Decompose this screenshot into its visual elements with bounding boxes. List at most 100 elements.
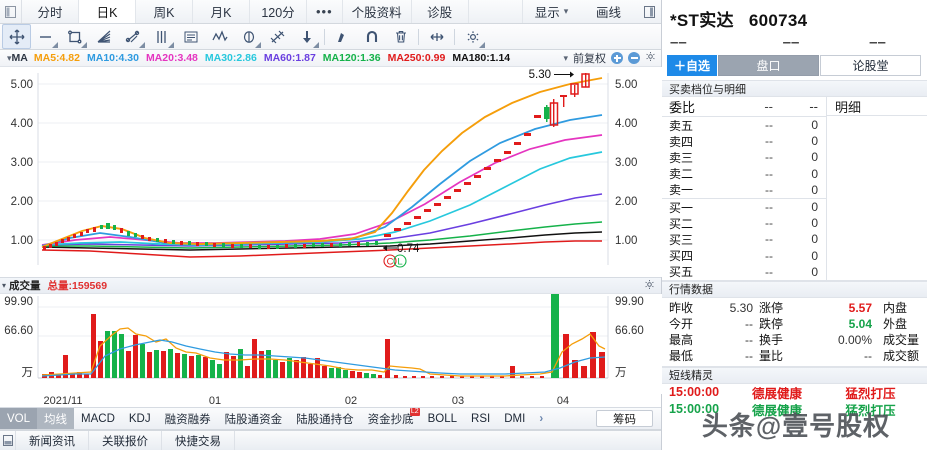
period-tab-bar: 分时 日K 周K 月K 120分 ••• 个股资料 诊股 显示 ▾ 画线 — [0, 0, 661, 25]
bid-row[interactable]: 买二 -- 0 — [662, 215, 826, 231]
magnet-tool-icon[interactable] — [357, 24, 386, 49]
line-tool-icon[interactable] — [31, 24, 60, 49]
volume-settings-gear-icon[interactable] — [644, 279, 655, 293]
indicator-fund-bottom-fishing[interactable]: 资金抄底 L2 — [361, 408, 421, 429]
bid-row[interactable]: 买五 -- 0 — [662, 264, 826, 280]
indicator-northbound-holdings[interactable]: 陆股通持仓 — [296, 413, 354, 426]
indicator-kdj[interactable]: KDJ — [128, 412, 151, 425]
indicator-next-arrow-icon[interactable]: › — [539, 412, 544, 425]
draw-line-menu[interactable]: 画线 — [595, 6, 621, 21]
trade-detail-pane[interactable]: 明细 — [827, 97, 927, 280]
eraser-tool-icon[interactable] — [328, 24, 357, 49]
tab-weekk[interactable]: 周K — [136, 0, 193, 24]
chip-distribution-button[interactable]: 筹码 — [596, 410, 653, 428]
tab-more-periods[interactable]: ••• — [307, 0, 343, 24]
alert-stock-name: 德展健康 — [751, 403, 802, 418]
ask-row[interactable]: 卖二 -- 0 — [662, 166, 826, 182]
parallel-channel-tool-icon[interactable] — [263, 24, 292, 49]
bottom-tab-quick-trade[interactable]: 快捷交易 — [162, 431, 235, 450]
volume-collapse-chevron-icon[interactable]: ▾ — [2, 281, 7, 291]
indicator-macd[interactable]: MACD — [81, 412, 115, 425]
tab-dayk[interactable]: 日K — [79, 0, 136, 24]
measure-tool-icon[interactable] — [422, 24, 451, 49]
zigzag-tool-icon[interactable] — [205, 24, 234, 49]
arrow-down-tool-icon[interactable] — [292, 24, 321, 49]
pitchfork-tool-icon[interactable] — [118, 24, 147, 49]
ma250-value: MA250:0.99 — [387, 52, 446, 65]
bottom-tab-news[interactable]: 新闻资讯 — [16, 431, 89, 450]
tab-monthk[interactable]: 月K — [193, 0, 250, 24]
indicator-dmi[interactable]: DMI — [504, 412, 526, 425]
ask-price: -- — [765, 134, 773, 149]
bid-price: -- — [765, 216, 773, 231]
indicator-fund-bottom-fishing-label: 资金抄底 — [367, 413, 414, 426]
list-item[interactable]: 15:00:00 德展健康 猛烈打压 — [662, 401, 927, 418]
order-book-body: 委比 -- -- 卖五 -- 0 卖四 -- 0 卖三 -- 0 卖二 -- 0 卖一 -- 0 买… — [662, 97, 927, 281]
bid-row[interactable]: 买四 -- 0 — [662, 248, 826, 264]
bid-row[interactable]: 买一 -- 0 — [662, 199, 826, 215]
ellipse-tool-icon[interactable] — [234, 24, 263, 49]
fan-tool-icon[interactable] — [89, 24, 118, 49]
bid-price: -- — [765, 200, 773, 215]
panel-collapse-right-icon[interactable] — [637, 5, 661, 18]
text-note-tool-icon[interactable] — [176, 24, 205, 49]
order-book-divider — [662, 116, 826, 117]
bid-qty: 0 — [811, 264, 818, 279]
indicator-northbound-funds[interactable]: 陆股通资金 — [224, 413, 283, 426]
indicator-rsi[interactable]: RSI — [471, 412, 491, 425]
add-to-watchlist-button[interactable]: ＋自选 — [667, 55, 717, 76]
bottom-panel-toggle-icon[interactable] — [0, 431, 16, 450]
ask-qty: 0 — [811, 118, 818, 133]
ma-collapse-chevron-icon[interactable]: ▾ — [7, 52, 12, 63]
list-item[interactable]: 15:00:00 德展健康 猛烈打压 — [662, 384, 927, 401]
market-data-section-header: 行情数据 — [662, 280, 927, 298]
limit-up-label: 涨停 — [759, 301, 784, 316]
ask-row[interactable]: 卖一 -- 0 — [662, 182, 826, 198]
ask-row[interactable]: 卖五 -- 0 — [662, 117, 826, 133]
display-menu-label: 显示 — [534, 6, 560, 21]
volume-section-header: ▾ 成交量 总量:159569 — [0, 277, 661, 295]
price-chart-area[interactable]: 5.00 4.00 3.00 2.00 1.00 5.00 4.00 3.00 2.00… — [0, 67, 662, 278]
delete-tool-icon[interactable] — [386, 24, 415, 49]
market-data-row: 今开 -- 跌停 5.04 外盘 — [662, 316, 927, 332]
ask-price: -- — [765, 150, 773, 165]
bottom-tab-related-quotes[interactable]: 关联报价 — [89, 431, 162, 450]
tab-stock-info[interactable]: 个股资料 — [343, 0, 412, 24]
volume-chart-svg: 99.90 66.60 万 99.90 66.60 万 — [0, 294, 662, 395]
settings-gear-icon[interactable] — [458, 24, 487, 49]
volume-ratio-value: -- — [864, 348, 872, 363]
vertical-lines-tool-icon[interactable] — [147, 24, 176, 49]
ask-price: -- — [765, 182, 773, 197]
crosshair-tool-icon[interactable] — [2, 24, 31, 50]
bid-row[interactable]: 买三 -- 0 — [662, 231, 826, 247]
stock-name: *ST实达 — [670, 11, 734, 30]
indicator-vol[interactable]: VOL — [0, 408, 38, 430]
tab-diagnose[interactable]: 诊股 — [412, 0, 469, 24]
indicator-boll[interactable]: BOLL — [427, 412, 458, 425]
rect-tool-icon[interactable] — [60, 24, 89, 49]
drawing-toolbar — [0, 24, 661, 51]
ask-row[interactable]: 卖三 -- 0 — [662, 149, 826, 165]
display-menu[interactable]: 显示 ▾ — [523, 2, 580, 21]
ask-label: 卖五 — [669, 118, 694, 133]
ma180-value: MA180:1.14 — [452, 52, 511, 65]
zoom-out-icon[interactable] — [628, 52, 640, 65]
indicator-margin-trading[interactable]: 融资融券 — [164, 413, 211, 426]
adjust-chevron-icon[interactable]: ▾ — [563, 52, 568, 63]
bid-qty: 0 — [811, 248, 818, 263]
zoom-in-icon[interactable] — [611, 52, 623, 65]
panel-collapse-left-icon[interactable] — [0, 0, 22, 24]
ask-row[interactable]: 卖四 -- 0 — [662, 133, 826, 149]
tab-120min[interactable]: 120分 — [250, 0, 307, 24]
bid-label: 买二 — [669, 216, 694, 231]
tab-order-book[interactable]: 盘口 — [718, 55, 819, 76]
ask-qty: 0 — [811, 150, 818, 165]
indicator-junxian[interactable]: 均线 — [37, 408, 75, 430]
tab-forum[interactable]: 论股堂 — [820, 55, 921, 76]
chart-settings-gear-icon[interactable] — [645, 51, 656, 65]
adjust-mode-label[interactable]: 前复权 — [573, 53, 606, 66]
tab-fenshi[interactable]: 分时 — [22, 0, 79, 24]
volume-title: 成交量 — [9, 280, 41, 293]
bid-qty: 0 — [811, 216, 818, 231]
volume-chart-area[interactable]: 99.90 66.60 万 99.90 66.60 万 — [0, 294, 662, 395]
